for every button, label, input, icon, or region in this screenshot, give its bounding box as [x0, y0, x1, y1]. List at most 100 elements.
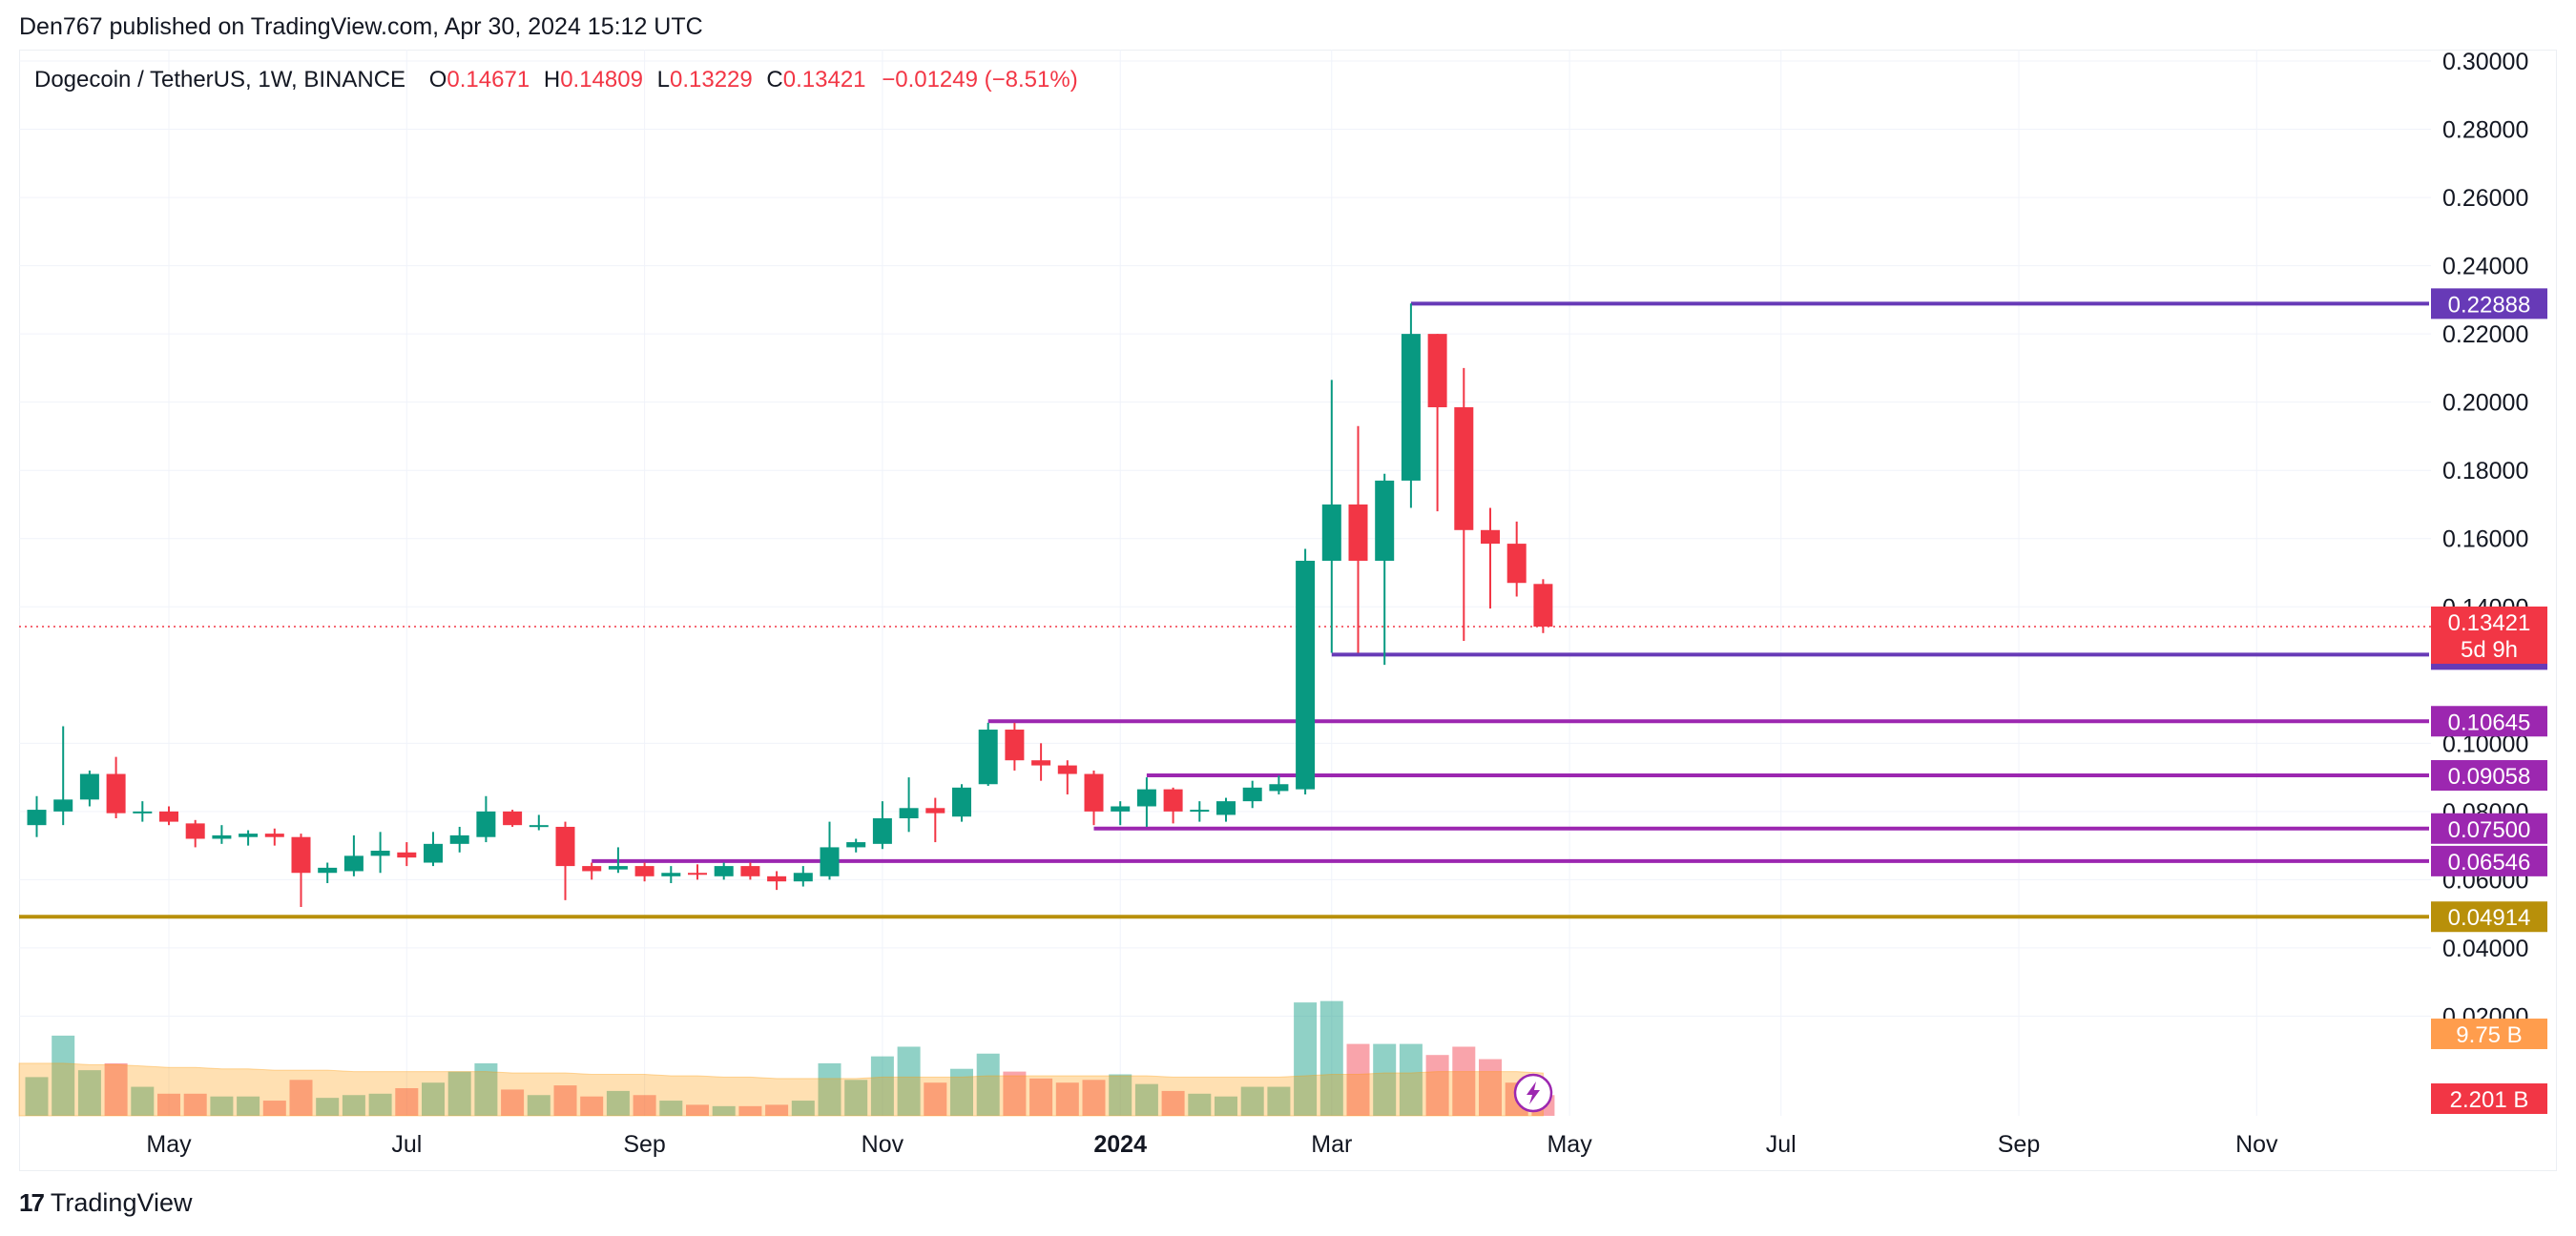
volume-bar: [844, 1080, 868, 1116]
volume-bar: [1425, 1055, 1449, 1116]
candle-body[interactable]: [1481, 529, 1500, 545]
legend-close-key: C: [766, 67, 783, 93]
candle-body[interactable]: [793, 873, 813, 882]
legend-high-value: 0.14809: [560, 67, 643, 93]
volume-bar: [1215, 1096, 1237, 1116]
candle-body[interactable]: [1136, 789, 1156, 807]
candle-body[interactable]: [239, 834, 259, 837]
candle-body[interactable]: [1111, 806, 1131, 812]
y-tick-label: 0.20000: [2442, 390, 2528, 417]
volume-bar: [52, 1035, 75, 1116]
candle-body[interactable]: [1533, 584, 1553, 628]
volume-last-tag[interactable]: [2431, 1083, 2547, 1114]
candle-body[interactable]: [1375, 480, 1395, 561]
candle-body[interactable]: [1401, 334, 1421, 481]
last-price-tag[interactable]: [2431, 606, 2547, 664]
candle-body[interactable]: [1216, 801, 1236, 815]
price-tag-0.07500[interactable]: [2431, 813, 2547, 844]
price-tag-0.10645[interactable]: [2431, 706, 2547, 737]
candle-body[interactable]: [291, 836, 311, 874]
volume-bar: [474, 1062, 498, 1116]
volume-bar: [131, 1086, 155, 1116]
candle-body[interactable]: [449, 834, 469, 844]
volume-bar: [606, 1090, 630, 1116]
legend-symbol[interactable]: Dogecoin / TetherUS, 1W, BINANCE: [34, 67, 406, 93]
candle-body[interactable]: [1348, 504, 1368, 561]
candle-body[interactable]: [529, 825, 549, 828]
volume-bar: [289, 1080, 313, 1116]
candle-body[interactable]: [27, 810, 47, 826]
candle-body[interactable]: [397, 852, 417, 858]
candle-body[interactable]: [555, 826, 575, 867]
last-price-tag-text: 0.13421: [2448, 610, 2531, 636]
candle-body[interactable]: [185, 823, 205, 839]
candle-body[interactable]: [1031, 760, 1051, 766]
candle-body[interactable]: [634, 866, 654, 876]
candle-body[interactable]: [1242, 787, 1262, 802]
candle-body[interactable]: [53, 799, 73, 812]
candle-body[interactable]: [503, 811, 523, 826]
volume-bar: [686, 1104, 709, 1116]
candle-body[interactable]: [476, 811, 496, 837]
candle-body[interactable]: [1005, 730, 1025, 761]
y-tick-label: 0.16000: [2442, 526, 2528, 553]
candle-body[interactable]: [740, 866, 760, 876]
volume-bar: [237, 1096, 260, 1116]
tradingview-logo-icon[interactable]: 17: [19, 1188, 45, 1217]
last-price-tag-text: 5d 9h: [2461, 637, 2518, 663]
price-tag-0.09058[interactable]: [2431, 760, 2547, 792]
candle-body[interactable]: [343, 855, 364, 872]
volume-ma-area: [18, 1062, 1544, 1117]
volume-bar: [553, 1085, 577, 1116]
candle-body[interactable]: [1454, 407, 1474, 530]
volume-bar: [395, 1088, 419, 1116]
volume-bar: [1134, 1083, 1158, 1116]
candle-body[interactable]: [1427, 334, 1447, 408]
candle-body[interactable]: [106, 773, 126, 814]
candle-body[interactable]: [661, 873, 681, 876]
candle-body[interactable]: [1163, 789, 1183, 812]
candle-body[interactable]: [846, 842, 866, 848]
candle-body[interactable]: [1321, 504, 1341, 561]
candle-body[interactable]: [608, 866, 628, 870]
candle-body[interactable]: [1084, 773, 1104, 812]
candle-body[interactable]: [978, 730, 998, 785]
volume-bar: [580, 1096, 604, 1116]
price-tag-0.04914[interactable]: [2431, 901, 2547, 933]
candle-body[interactable]: [1506, 544, 1527, 584]
candle-body[interactable]: [688, 873, 707, 876]
volume-bar: [77, 1070, 101, 1116]
candle-body[interactable]: [370, 850, 390, 856]
brand-name[interactable]: TradingView: [50, 1188, 193, 1217]
candle-body[interactable]: [899, 808, 919, 819]
y-tick-label: 0.22000: [2442, 321, 2528, 348]
candle-body[interactable]: [212, 834, 232, 839]
candle-body[interactable]: [1190, 810, 1210, 813]
volume-ma-tag[interactable]: [2431, 1019, 2547, 1050]
candle-body[interactable]: [159, 811, 178, 822]
candle-body[interactable]: [318, 867, 338, 874]
candle-body[interactable]: [872, 818, 892, 844]
candle-body[interactable]: [133, 811, 153, 814]
price-tag-0.06546[interactable]: [2431, 845, 2547, 876]
legend-open-value: 0.14671: [447, 67, 530, 93]
candle-body[interactable]: [820, 847, 840, 876]
price-tag-0.22888[interactable]: [2431, 288, 2547, 319]
candle-body[interactable]: [1296, 560, 1316, 790]
volume-bar: [1082, 1080, 1106, 1116]
price-tag-0.04914-text: 0.04914: [2448, 905, 2531, 931]
candle-body[interactable]: [1057, 765, 1077, 774]
volume-bar: [738, 1105, 762, 1116]
candle-body[interactable]: [582, 866, 602, 872]
candle-body[interactable]: [952, 787, 971, 817]
candle-body[interactable]: [925, 808, 945, 814]
volume-bar: [1452, 1046, 1476, 1116]
volume-bar: [342, 1095, 365, 1116]
candle-body[interactable]: [424, 843, 443, 863]
candle-body[interactable]: [767, 876, 787, 882]
candle-body[interactable]: [714, 866, 734, 876]
candle-body[interactable]: [1269, 784, 1289, 792]
candle-body[interactable]: [264, 834, 284, 837]
candle-body[interactable]: [79, 773, 99, 800]
